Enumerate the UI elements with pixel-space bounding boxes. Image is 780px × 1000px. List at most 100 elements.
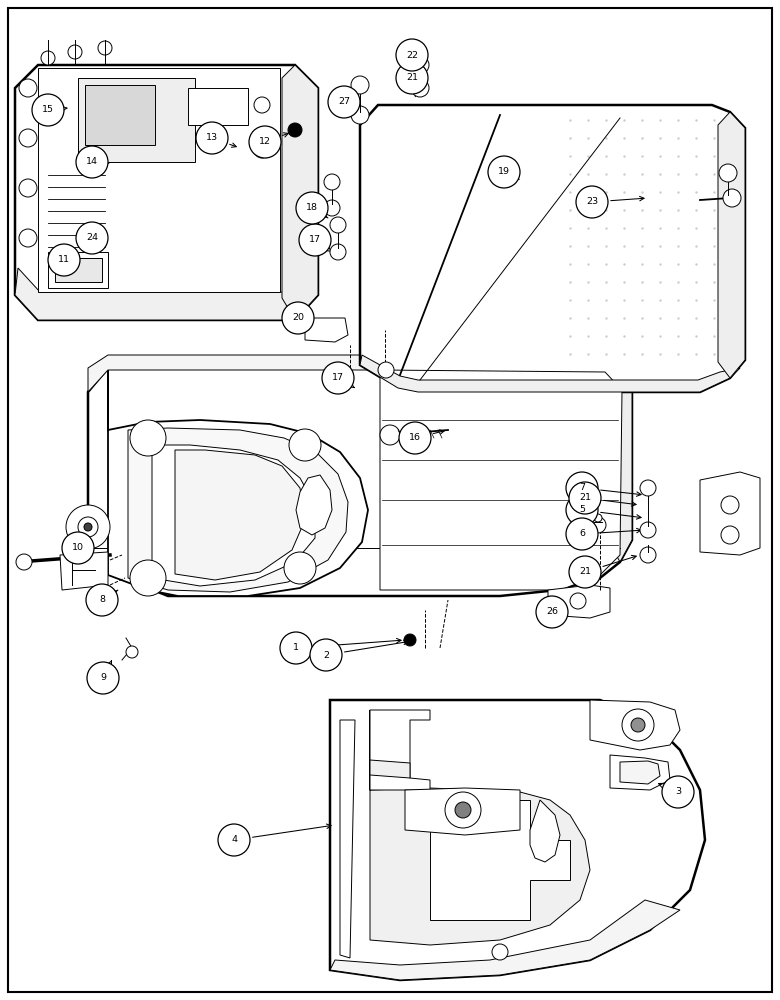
Text: 12: 12 bbox=[259, 137, 271, 146]
Circle shape bbox=[289, 429, 321, 461]
Text: 20: 20 bbox=[292, 314, 304, 322]
Polygon shape bbox=[330, 900, 680, 980]
Text: 4: 4 bbox=[231, 836, 237, 844]
Circle shape bbox=[19, 129, 37, 147]
Circle shape bbox=[84, 523, 92, 531]
Polygon shape bbox=[608, 355, 632, 562]
Circle shape bbox=[254, 97, 270, 113]
Circle shape bbox=[396, 39, 428, 71]
Polygon shape bbox=[48, 252, 108, 288]
Circle shape bbox=[328, 86, 360, 118]
Polygon shape bbox=[282, 65, 318, 320]
Text: 2: 2 bbox=[323, 650, 329, 660]
Text: 18: 18 bbox=[306, 204, 318, 213]
Circle shape bbox=[640, 480, 656, 496]
Text: 10: 10 bbox=[72, 544, 84, 552]
Circle shape bbox=[76, 222, 108, 254]
Circle shape bbox=[68, 45, 82, 59]
Circle shape bbox=[570, 593, 586, 609]
Circle shape bbox=[569, 482, 601, 514]
Circle shape bbox=[594, 514, 602, 522]
Polygon shape bbox=[590, 700, 680, 750]
Polygon shape bbox=[548, 585, 610, 618]
Text: 3: 3 bbox=[675, 788, 681, 796]
Text: 27: 27 bbox=[338, 98, 350, 106]
Polygon shape bbox=[108, 370, 368, 596]
Circle shape bbox=[488, 156, 520, 188]
Polygon shape bbox=[360, 355, 740, 392]
Text: 9: 9 bbox=[100, 674, 106, 682]
Circle shape bbox=[622, 709, 654, 741]
Polygon shape bbox=[305, 318, 348, 342]
Text: 21: 21 bbox=[579, 493, 591, 502]
Polygon shape bbox=[620, 761, 660, 784]
Text: 17: 17 bbox=[332, 373, 344, 382]
Circle shape bbox=[310, 639, 342, 671]
Text: 15: 15 bbox=[42, 105, 54, 114]
Polygon shape bbox=[38, 68, 280, 292]
Text: 5: 5 bbox=[579, 506, 585, 514]
Circle shape bbox=[282, 302, 314, 334]
Polygon shape bbox=[15, 268, 318, 320]
Polygon shape bbox=[718, 112, 745, 378]
Polygon shape bbox=[88, 368, 632, 596]
Text: 21: 21 bbox=[406, 74, 418, 83]
Text: 14: 14 bbox=[86, 157, 98, 166]
Polygon shape bbox=[85, 85, 155, 145]
Polygon shape bbox=[530, 800, 560, 862]
Polygon shape bbox=[55, 258, 102, 282]
Polygon shape bbox=[405, 788, 520, 835]
Circle shape bbox=[98, 41, 112, 55]
Circle shape bbox=[396, 62, 428, 94]
Circle shape bbox=[254, 142, 270, 158]
Circle shape bbox=[721, 496, 739, 514]
Circle shape bbox=[662, 776, 694, 808]
Text: 24: 24 bbox=[86, 233, 98, 242]
Circle shape bbox=[324, 174, 340, 190]
Circle shape bbox=[351, 106, 369, 124]
Polygon shape bbox=[88, 355, 632, 392]
Circle shape bbox=[455, 802, 471, 818]
Circle shape bbox=[130, 560, 166, 596]
Polygon shape bbox=[370, 710, 430, 790]
Circle shape bbox=[296, 192, 328, 224]
Circle shape bbox=[19, 179, 37, 197]
Circle shape bbox=[721, 526, 739, 544]
Text: 13: 13 bbox=[206, 133, 218, 142]
Circle shape bbox=[87, 662, 119, 694]
Polygon shape bbox=[430, 800, 570, 920]
Text: 19: 19 bbox=[498, 167, 510, 176]
Polygon shape bbox=[60, 552, 108, 590]
Circle shape bbox=[78, 517, 98, 537]
Polygon shape bbox=[152, 438, 315, 586]
Polygon shape bbox=[370, 710, 590, 945]
Circle shape bbox=[566, 472, 598, 504]
Polygon shape bbox=[78, 78, 195, 162]
Circle shape bbox=[640, 547, 656, 563]
Text: 23: 23 bbox=[586, 198, 598, 207]
Circle shape bbox=[330, 217, 346, 233]
Circle shape bbox=[299, 224, 331, 256]
Polygon shape bbox=[175, 450, 305, 580]
Circle shape bbox=[66, 505, 110, 549]
Circle shape bbox=[41, 51, 55, 65]
Circle shape bbox=[32, 94, 64, 126]
Text: 1: 1 bbox=[293, 644, 299, 652]
Circle shape bbox=[399, 422, 431, 454]
Circle shape bbox=[280, 632, 312, 664]
Circle shape bbox=[566, 518, 598, 550]
Circle shape bbox=[576, 186, 608, 218]
Circle shape bbox=[130, 420, 166, 456]
Circle shape bbox=[411, 56, 429, 74]
Text: 11: 11 bbox=[58, 255, 70, 264]
Text: 6: 6 bbox=[579, 530, 585, 538]
Text: 8: 8 bbox=[99, 595, 105, 604]
Polygon shape bbox=[15, 65, 318, 320]
Circle shape bbox=[411, 79, 429, 97]
Circle shape bbox=[351, 76, 369, 94]
Circle shape bbox=[640, 522, 656, 538]
Circle shape bbox=[445, 792, 481, 828]
Text: 22: 22 bbox=[406, 50, 418, 60]
Circle shape bbox=[566, 494, 598, 526]
Polygon shape bbox=[700, 472, 760, 555]
